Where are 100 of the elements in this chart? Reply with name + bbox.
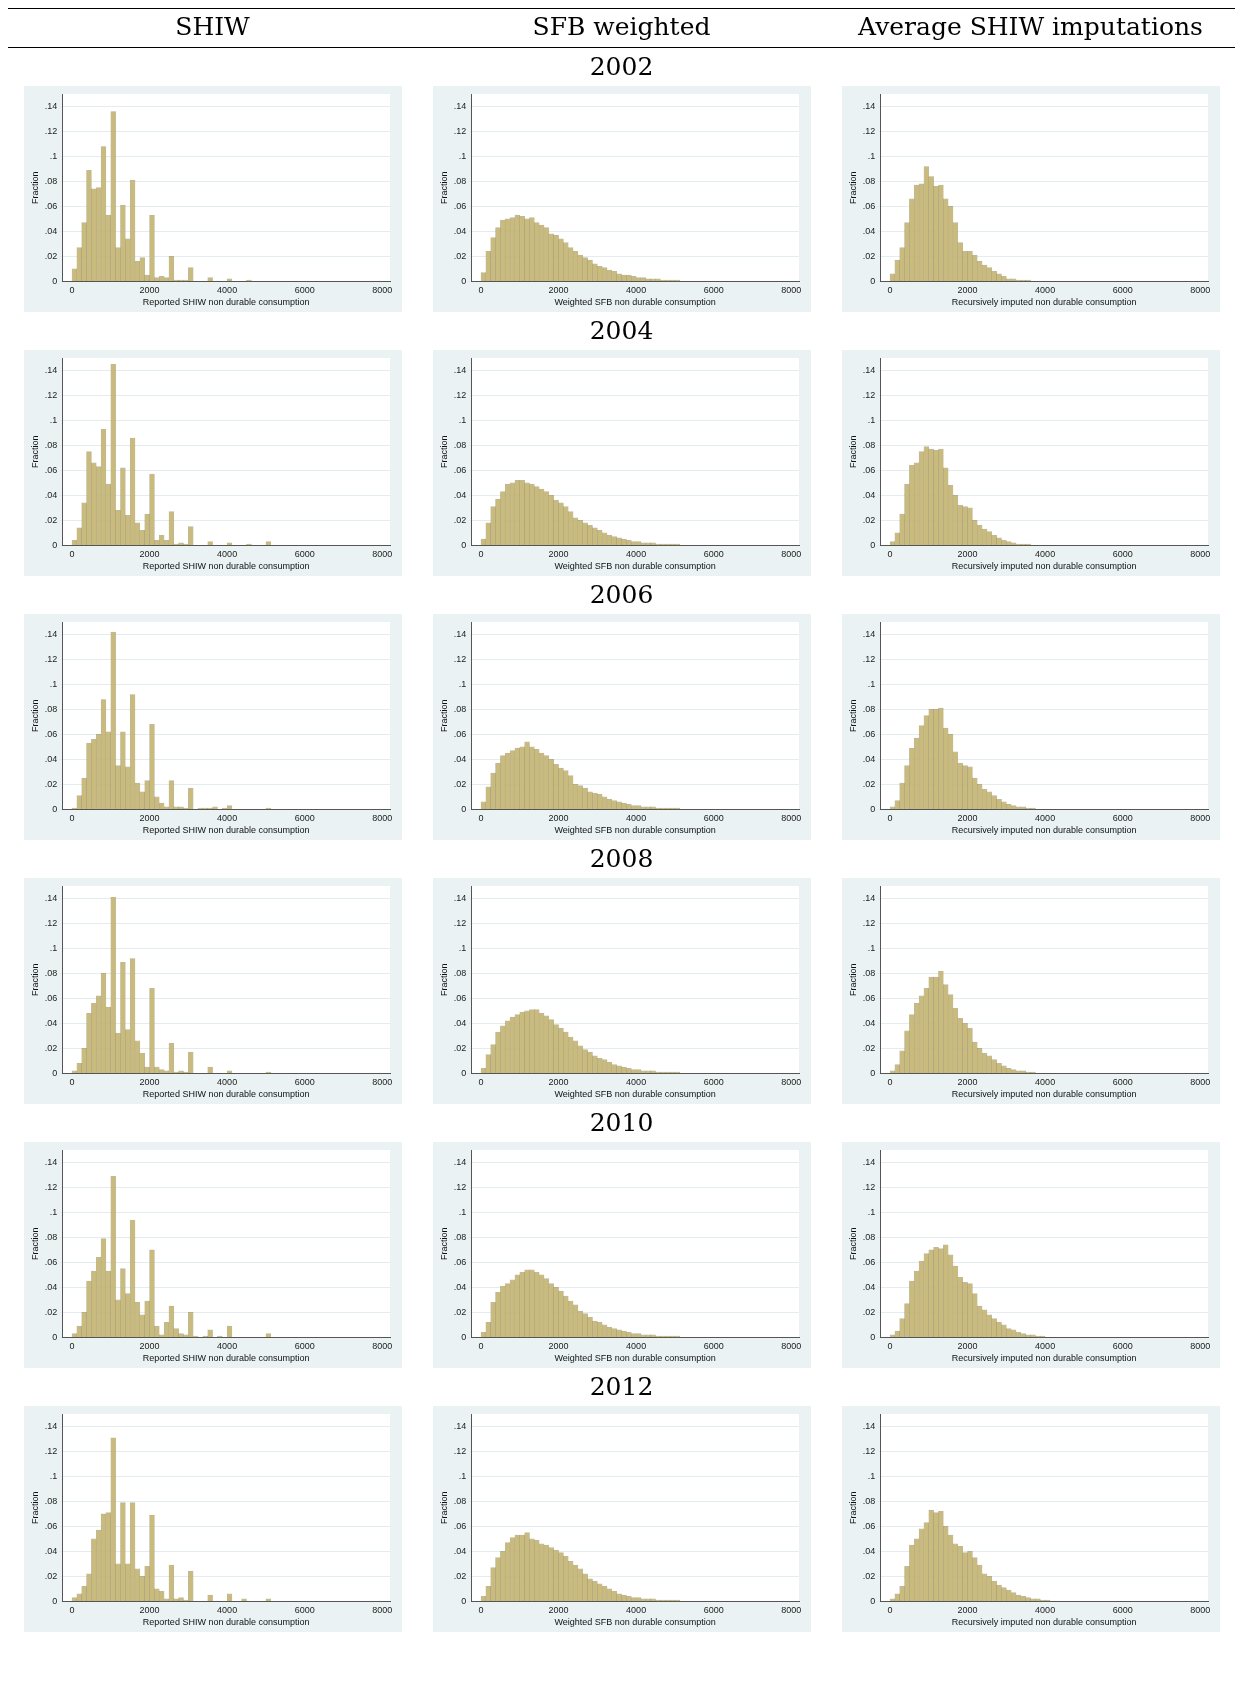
y-axis-title: Fraction xyxy=(29,699,40,732)
x-tick-label: 4000 xyxy=(625,285,646,296)
x-tick-label: 2000 xyxy=(548,1341,569,1352)
text: 2012 xyxy=(588,1372,655,1402)
y-tick-label: .04 xyxy=(44,1281,57,1292)
y-tick-label: .14 xyxy=(44,364,57,375)
y-tick-label: .14 xyxy=(862,892,875,903)
y-tick-label: .08 xyxy=(44,1495,57,1506)
y-tick-label: .08 xyxy=(453,1231,466,1242)
y-tick-label: .08 xyxy=(862,703,875,714)
y-tick-label: .14 xyxy=(453,364,466,375)
y-tick-label: .02 xyxy=(44,1042,57,1053)
y-tick-label: .08 xyxy=(44,703,57,714)
y-tick-label: 0 xyxy=(460,1067,466,1078)
y-tick-label: .1 xyxy=(49,942,57,953)
y-tick-label: .12 xyxy=(862,653,875,664)
x-tick-label: 2000 xyxy=(957,813,978,824)
y-tick-label: 0 xyxy=(869,1067,875,1078)
y-tick-label: 0 xyxy=(869,1595,875,1606)
x-tick-label: 4000 xyxy=(1034,1077,1055,1088)
x-tick-label: 0 xyxy=(478,1605,484,1616)
y-tick-label: .04 xyxy=(453,225,466,236)
y-axis-title: Fraction xyxy=(847,1227,858,1260)
x-tick-label: 0 xyxy=(887,813,893,824)
x-tick-label: 8000 xyxy=(1189,1341,1210,1352)
y-tick-label: .14 xyxy=(453,1420,466,1431)
y-tick-label: .14 xyxy=(862,364,875,375)
y-tick-label: .04 xyxy=(453,1281,466,1292)
y-tick-label: .02 xyxy=(453,514,466,525)
y-tick-label: .04 xyxy=(44,489,57,500)
y-tick-label: .08 xyxy=(44,175,57,186)
y-tick-label: .04 xyxy=(862,1281,875,1292)
x-tick-label: 2000 xyxy=(139,1077,160,1088)
y-tick-label: .08 xyxy=(453,967,466,978)
x-axis-title: Weighted SFB non durable consumption xyxy=(553,297,716,308)
y-tick-label: 0 xyxy=(51,539,57,550)
x-tick-label: 6000 xyxy=(294,1605,315,1616)
x-tick-label: 4000 xyxy=(625,1077,646,1088)
y-tick-label: .12 xyxy=(862,917,875,928)
x-tick-label: 4000 xyxy=(625,1341,646,1352)
x-tick-label: 6000 xyxy=(703,1605,724,1616)
y-tick-label: .04 xyxy=(453,489,466,500)
y-tick-label: 0 xyxy=(460,275,466,286)
y-tick-label: .14 xyxy=(862,1156,875,1167)
x-tick-label: 2000 xyxy=(139,1605,160,1616)
x-tick-label: 2000 xyxy=(957,1341,978,1352)
x-tick-label: 2000 xyxy=(139,285,160,296)
y-tick-label: .04 xyxy=(453,1545,466,1556)
x-tick-label: 2000 xyxy=(548,285,569,296)
x-tick-label: 8000 xyxy=(371,813,392,824)
text: SFB weighted xyxy=(531,11,712,43)
x-tick-label: 6000 xyxy=(703,549,724,560)
y-tick-label: .02 xyxy=(453,1306,466,1317)
x-axis-title: Recursively imputed non durable consumption xyxy=(951,1089,1136,1100)
x-tick-label: 2000 xyxy=(139,549,160,560)
x-tick-label: 8000 xyxy=(371,285,392,296)
y-tick-label: .12 xyxy=(453,389,466,400)
x-tick-label: 0 xyxy=(887,285,893,296)
x-tick-label: 8000 xyxy=(1189,549,1210,560)
x-axis-title: Weighted SFB non durable consumption xyxy=(553,1089,716,1100)
y-tick-label: 0 xyxy=(51,1595,57,1606)
y-axis-title: Fraction xyxy=(847,1491,858,1524)
x-tick-label: 0 xyxy=(478,549,484,560)
x-tick-label: 4000 xyxy=(625,1605,646,1616)
x-tick-label: 4000 xyxy=(625,813,646,824)
y-tick-label: .1 xyxy=(867,1470,875,1481)
text: 2002 xyxy=(588,52,655,82)
x-tick-label: 0 xyxy=(478,813,484,824)
x-tick-label: 8000 xyxy=(1189,1077,1210,1088)
y-axis-title: Fraction xyxy=(438,699,449,732)
y-axis-title: Fraction xyxy=(29,435,40,468)
x-tick-label: 4000 xyxy=(216,285,237,296)
y-tick-label: .1 xyxy=(867,942,875,953)
y-tick-label: .02 xyxy=(44,778,57,789)
x-tick-label: 6000 xyxy=(1112,813,1133,824)
text: 2008 xyxy=(588,844,655,874)
x-tick-label: 6000 xyxy=(1112,1341,1133,1352)
y-tick-label: .04 xyxy=(44,1017,57,1028)
x-tick-label: 4000 xyxy=(216,813,237,824)
x-tick-label: 4000 xyxy=(1034,549,1055,560)
y-tick-label: .1 xyxy=(458,150,466,161)
x-tick-label: 2000 xyxy=(957,285,978,296)
x-tick-label: 0 xyxy=(478,1077,484,1088)
x-tick-label: 4000 xyxy=(625,549,646,560)
y-tick-label: .1 xyxy=(867,150,875,161)
x-tick-label: 2000 xyxy=(957,1605,978,1616)
y-tick-label: .12 xyxy=(44,1445,57,1456)
x-tick-label: 0 xyxy=(478,1341,484,1352)
y-axis-title: Fraction xyxy=(847,963,858,996)
y-tick-label: .02 xyxy=(44,1570,57,1581)
y-tick-label: .06 xyxy=(44,200,57,211)
y-tick-label: .1 xyxy=(458,414,466,425)
y-tick-label: .04 xyxy=(44,1545,57,1556)
y-tick-label: .12 xyxy=(44,917,57,928)
y-tick-label: 0 xyxy=(51,275,57,286)
x-tick-label: 6000 xyxy=(294,1341,315,1352)
y-tick-label: .12 xyxy=(44,389,57,400)
x-tick-label: 6000 xyxy=(1112,1605,1133,1616)
x-axis-title: Recursively imputed non durable consumption xyxy=(951,825,1136,836)
y-tick-label: .14 xyxy=(862,628,875,639)
